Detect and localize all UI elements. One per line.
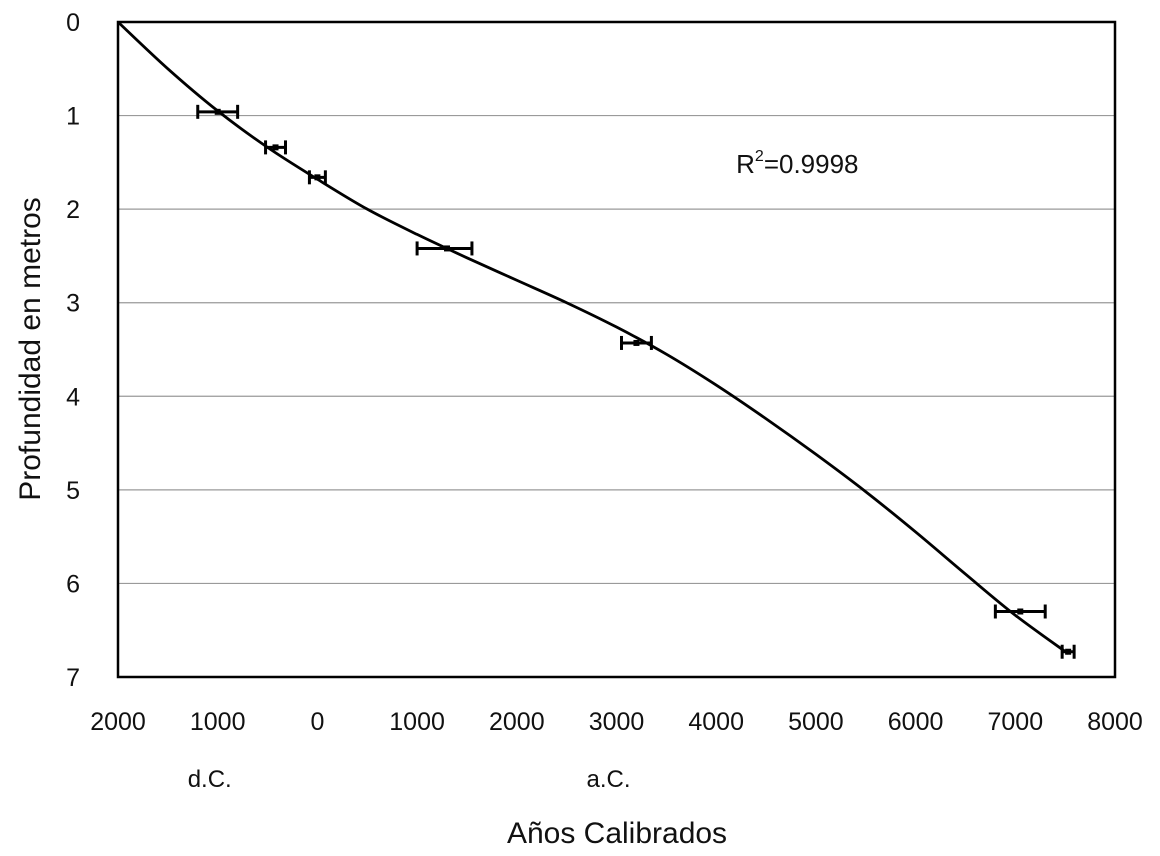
y-tick-label: 1	[66, 103, 80, 131]
data-point-marker	[1065, 648, 1072, 655]
r-squared-value: =0.9998	[764, 149, 859, 179]
x-tick-labels: 2000 1000 0 1000 2000 3000 4000 5000 6000 7000 800…	[90, 708, 1143, 736]
data-point-marker	[633, 339, 640, 346]
x-tick-label: 6000	[888, 708, 944, 736]
era-label: d.C.	[188, 766, 232, 793]
y-tick-label: 0	[66, 9, 80, 37]
data-point-3	[307, 170, 327, 185]
data-point-marker	[444, 245, 451, 252]
x-axis-title: Años Calibrados	[507, 817, 727, 850]
data-point-1	[196, 104, 240, 119]
r-squared-superscript: 2	[755, 148, 764, 165]
x-tick-label: 5000	[788, 708, 844, 736]
data-point-marker	[214, 108, 221, 115]
horizontal-gridlines	[118, 114, 1115, 585]
x-tick-label: 0	[310, 708, 324, 736]
era-labels: d.C. a.C.	[188, 766, 631, 793]
y-tick-label: 7	[66, 664, 80, 692]
x-tick-label: 2000	[489, 708, 545, 736]
data-point-marker	[1017, 608, 1024, 615]
fit-curve-group	[117, 20, 1069, 655]
x-tick-label: 3000	[589, 708, 645, 736]
data-point-5	[619, 335, 653, 350]
era-label: a.C.	[586, 766, 630, 793]
y-tick-label: 6	[66, 570, 80, 598]
x-tick-label: 4000	[688, 708, 744, 736]
plot-area-frame	[116, 20, 1117, 679]
y-tick-label: 3	[66, 290, 80, 318]
data-point-7	[1060, 644, 1076, 659]
fit-curve-line	[117, 20, 1069, 655]
data-point-marker	[314, 174, 321, 181]
data-point-4	[415, 241, 474, 256]
y-tick-label: 2	[66, 196, 80, 224]
r-squared-annotation: R2=0.9998	[736, 148, 858, 179]
x-tick-label: 2000	[90, 708, 146, 736]
data-point-6	[993, 604, 1047, 619]
y-tick-label: 5	[66, 477, 80, 505]
data-point-2	[264, 140, 287, 155]
x-tick-label: 1000	[190, 708, 246, 736]
y-tick-labels: 0 1 2 3 4 5 6 7	[66, 9, 80, 692]
data-points-group	[196, 104, 1076, 659]
y-axis-title: Profundidad en metros	[14, 197, 47, 501]
x-tick-label: 1000	[389, 708, 445, 736]
r-squared-base: R	[736, 149, 755, 179]
x-tick-label: 7000	[987, 708, 1043, 736]
x-tick-label: 8000	[1087, 708, 1143, 736]
y-tick-label: 4	[66, 383, 80, 411]
data-point-marker	[272, 144, 279, 151]
